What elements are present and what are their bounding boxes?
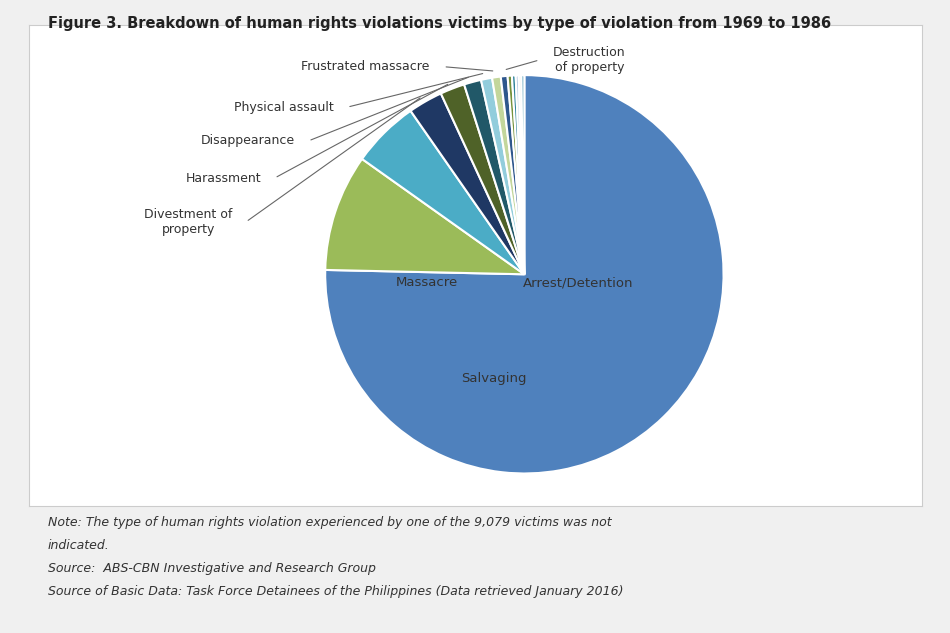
Text: Disappearance: Disappearance	[200, 134, 294, 147]
Wedge shape	[325, 75, 724, 473]
Wedge shape	[522, 75, 524, 274]
Wedge shape	[516, 75, 524, 274]
Text: Frustrated massacre: Frustrated massacre	[301, 60, 429, 73]
Text: indicated.: indicated.	[48, 539, 109, 553]
Text: Note: The type of human rights violation experienced by one of the 9,079 victims: Note: The type of human rights violation…	[48, 516, 611, 529]
Wedge shape	[492, 77, 524, 274]
Wedge shape	[507, 75, 524, 274]
Text: Arrest/Detention: Arrest/Detention	[523, 276, 634, 289]
Text: Destruction
of property: Destruction of property	[553, 46, 626, 74]
Text: Massacre: Massacre	[395, 276, 458, 289]
Text: Salvaging: Salvaging	[462, 372, 526, 385]
Wedge shape	[501, 76, 524, 274]
Text: Physical assault: Physical assault	[234, 101, 333, 114]
Text: Harassment: Harassment	[185, 172, 261, 185]
Wedge shape	[325, 159, 524, 274]
Wedge shape	[519, 75, 524, 274]
Text: Divestment of
property: Divestment of property	[144, 208, 233, 236]
Text: Source of Basic Data: Task Force Detainees of the Philippines (Data retrieved Ja: Source of Basic Data: Task Force Detaine…	[48, 585, 623, 598]
Wedge shape	[441, 84, 524, 274]
Text: Source:  ABS-CBN Investigative and Research Group: Source: ABS-CBN Investigative and Resear…	[48, 562, 375, 575]
Wedge shape	[465, 80, 524, 274]
Text: Figure 3. Breakdown of human rights violations victims by type of violation from: Figure 3. Breakdown of human rights viol…	[48, 16, 830, 31]
Wedge shape	[481, 78, 524, 274]
Wedge shape	[362, 111, 524, 274]
Wedge shape	[512, 75, 524, 274]
Wedge shape	[410, 94, 524, 274]
